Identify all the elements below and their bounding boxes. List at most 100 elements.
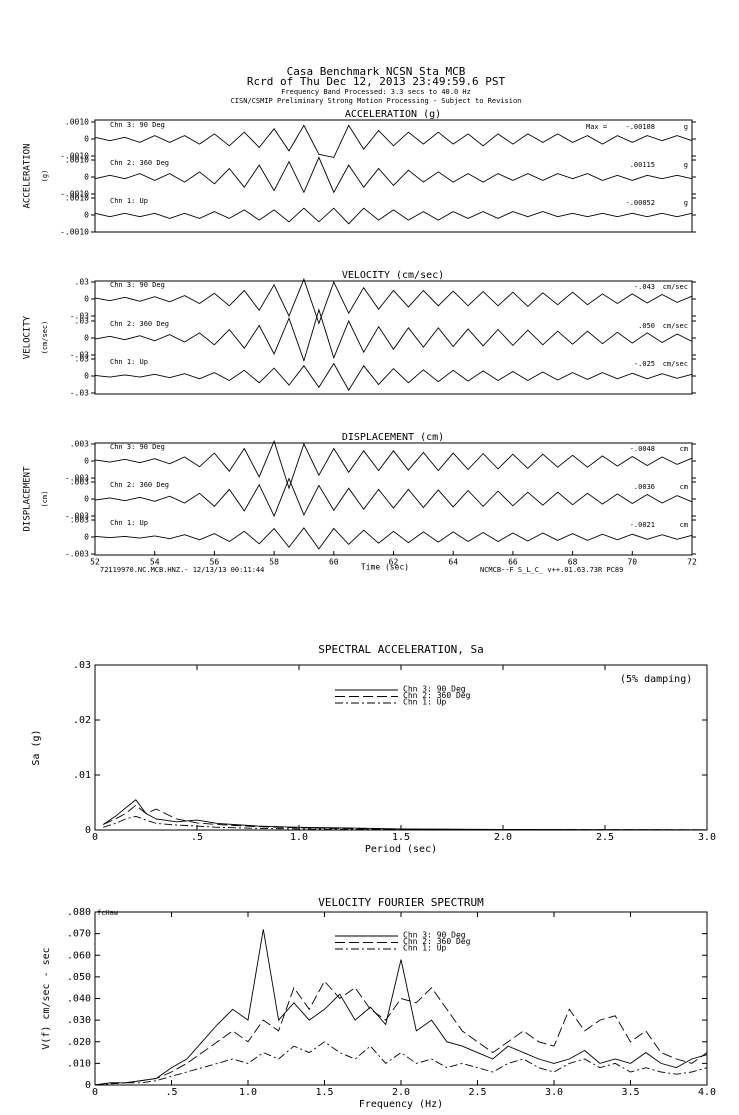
- channel-label: Chn 1: Up: [110, 197, 148, 205]
- header-line: Frequency Band Processed: 3.3 secs to 40…: [281, 88, 471, 96]
- y-tick-label: -.03: [70, 351, 89, 360]
- y-tick-label: .050: [67, 972, 91, 983]
- y-tick-label: .030: [67, 1015, 91, 1026]
- x-tick-label: 2.0: [494, 832, 512, 843]
- y-axis-unit: (cm/sec): [41, 321, 49, 355]
- x-tick-label: 0: [92, 832, 98, 843]
- x-tick-label: 3.5: [621, 1087, 639, 1098]
- y-tick-label: .010: [67, 1058, 91, 1069]
- y-tick-label: -.0010: [60, 228, 89, 237]
- x-tick-label: 1.0: [239, 1087, 257, 1098]
- x-tick-label: 2.0: [392, 1087, 410, 1098]
- x-tick-label: 62: [389, 558, 399, 567]
- channel-label: Chn 2: 360 Deg: [110, 481, 169, 489]
- y-tick-label: -.03: [70, 312, 89, 321]
- y-tick-label: -.0010: [60, 152, 89, 161]
- trace: [94, 527, 693, 550]
- y-tick-label: -.0010: [60, 190, 89, 199]
- y-tick-label: 0: [85, 825, 91, 836]
- channel-label: Chn 2: 360 Deg: [110, 159, 169, 167]
- plot-frame: [94, 664, 708, 831]
- y-tick-label: -.03: [70, 389, 89, 398]
- max-label: -.025: [634, 360, 655, 368]
- x-tick-label: 58: [269, 558, 279, 567]
- y-axis-label: VELOCITY: [23, 315, 33, 359]
- max-label: -.0021: [630, 521, 655, 529]
- channel-label: Chn 1: Up: [110, 358, 148, 366]
- y-tick-label: 0: [84, 211, 89, 220]
- y-tick-label: .003: [70, 440, 89, 449]
- legend-label: Chn 2: 360 Deg: [403, 937, 471, 946]
- footer-left: 72119970.NC.MCB.HNZ.- 12/13/13 00:11:44: [100, 566, 264, 574]
- trace: [94, 477, 693, 518]
- channel-label: Chn 3: 90 Deg: [110, 443, 165, 451]
- trace: [94, 156, 693, 194]
- x-tick-label: 2.5: [596, 832, 614, 843]
- y-tick-label: 0: [84, 334, 89, 343]
- x-tick-label: 68: [568, 558, 578, 567]
- spectrum-line: [103, 815, 708, 831]
- y-tick-label: -.003: [65, 474, 89, 483]
- x-axis-label: Period (sec): [365, 844, 437, 855]
- spectrum-line: [94, 1041, 708, 1086]
- x-tick-label: 64: [448, 558, 458, 567]
- channel-label: Chn 1: Up: [110, 519, 148, 527]
- legend-label: Chn 1: Up: [403, 698, 447, 707]
- y-tick-label: .01: [73, 770, 91, 781]
- y-tick-label: .03: [75, 278, 90, 287]
- trace: [94, 362, 693, 392]
- x-tick-label: 1.0: [290, 832, 308, 843]
- y-tick-label: 0: [84, 533, 89, 542]
- x-tick-label: 2.5: [468, 1087, 486, 1098]
- y-axis-label: V(f) cm/sec - sec: [41, 947, 52, 1049]
- unit-label: g: [684, 161, 688, 169]
- x-tick-label: 56: [210, 558, 220, 567]
- x-tick-label: 66: [508, 558, 518, 567]
- legend-label: Chn 2: 360 Deg: [403, 691, 471, 700]
- x-tick-label: 60: [329, 558, 339, 567]
- y-tick-label: 0: [84, 295, 89, 304]
- x-tick-label: .5: [191, 832, 203, 843]
- y-tick-label: 0: [85, 1080, 91, 1091]
- trace: [94, 308, 693, 363]
- chart-title: SPECTRAL ACCELERATION, Sa: [318, 643, 484, 656]
- unit-label: cm: [680, 521, 688, 529]
- y-tick-label: .003: [70, 478, 89, 487]
- x-tick-label: .5: [165, 1087, 177, 1098]
- unit-label: cm: [680, 483, 688, 491]
- plot-frame: [94, 119, 693, 233]
- x-tick-label: 1.5: [315, 1087, 333, 1098]
- x-tick-label: 72: [687, 558, 697, 567]
- trace: [94, 207, 693, 225]
- trace: [94, 124, 693, 158]
- plot-frame: [94, 442, 693, 556]
- y-tick-label: -.003: [65, 550, 89, 559]
- chart-title: VELOCITY FOURIER SPECTRUM: [318, 896, 484, 909]
- unit-label: g: [684, 123, 688, 131]
- x-tick-label: 52: [90, 558, 100, 567]
- unit-label: cm: [680, 445, 688, 453]
- y-tick-label: .020: [67, 1037, 91, 1048]
- y-axis-label: ACCELERATION: [23, 143, 33, 208]
- plot-frame: [94, 280, 693, 395]
- y-tick-label: .03: [73, 660, 91, 671]
- channel-label: Chn 3: 90 Deg: [110, 281, 165, 289]
- max-prefix: Max =: [586, 123, 607, 131]
- max-label: .050: [638, 322, 655, 330]
- header-line: CISN/CSMIP Preliminary Strong Motion Pro…: [231, 97, 522, 105]
- y-axis-unit: (g): [41, 170, 49, 183]
- header-line: Casa Benchmark NCSN Sta MCB: [287, 65, 466, 78]
- max-label: .0036: [634, 483, 655, 491]
- y-tick-label: .040: [67, 994, 91, 1005]
- legend-label: Chn 3: 90 Deg: [403, 931, 466, 940]
- max-label: -.0048: [630, 445, 655, 453]
- x-axis-label: Frequency (Hz): [359, 1099, 443, 1110]
- x-tick-label: 4.0: [698, 1087, 716, 1098]
- y-tick-label: 0: [84, 135, 89, 144]
- y-tick-label: .02: [73, 715, 91, 726]
- x-tick-label: 1.5: [392, 832, 410, 843]
- panel-title: DISPLACEMENT (cm): [342, 432, 444, 443]
- header-line: Rcrd of Thu Dec 12, 2013 23:49:59.6 PST: [247, 75, 506, 88]
- panel-title: VELOCITY (cm/sec): [342, 270, 444, 281]
